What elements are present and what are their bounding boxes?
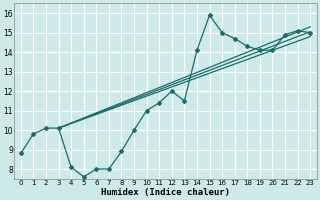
X-axis label: Humidex (Indice chaleur): Humidex (Indice chaleur) [101, 188, 230, 197]
